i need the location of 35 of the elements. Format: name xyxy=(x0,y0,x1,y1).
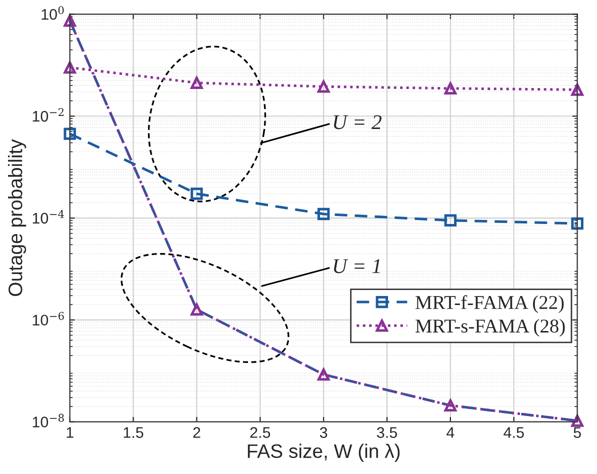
point xyxy=(190,76,203,89)
x-tick-label: 2.5 xyxy=(250,427,270,438)
point xyxy=(571,84,584,96)
x-tick-label: 4.5 xyxy=(504,427,524,438)
point xyxy=(444,214,457,226)
point xyxy=(317,368,330,381)
annotation: U = 1 xyxy=(334,259,380,274)
point xyxy=(317,80,330,93)
x-tick-label: 2 xyxy=(193,427,200,438)
x-tick-label: 3.5 xyxy=(376,427,397,438)
point xyxy=(571,414,584,427)
x-tick-label: 4 xyxy=(446,427,454,438)
y-tick-label: 10$^{−2}$ xyxy=(32,108,64,122)
x-tick-label: 3 xyxy=(320,427,328,438)
x-axis-title: FAS size, W (in λ) xyxy=(248,444,400,462)
point xyxy=(64,61,76,74)
legend-label: MRT-s-FAMA (28) xyxy=(416,318,565,337)
point xyxy=(190,303,203,316)
y-tick-label: 10$^{0}$ xyxy=(42,6,64,20)
point xyxy=(190,188,203,200)
point xyxy=(317,208,330,220)
y-axis-title: Outage probability xyxy=(8,139,26,296)
point xyxy=(64,128,76,140)
legend-label: MRT-f-FAMA (22) xyxy=(416,295,564,313)
point xyxy=(571,217,584,230)
annotation: U = 2 xyxy=(334,115,382,130)
point xyxy=(444,82,457,95)
x-tick-label: 1 xyxy=(66,427,74,438)
y-tick-label: 10$^{−4}$ xyxy=(32,210,64,224)
point xyxy=(444,399,457,412)
x-tick-label: 1.5 xyxy=(124,427,144,438)
y-tick-label: 10$^{−6}$ xyxy=(32,312,64,326)
y-tick-label: 10$^{−8}$ xyxy=(32,414,64,428)
x-tick-label: 5 xyxy=(574,427,581,438)
point xyxy=(64,14,76,27)
